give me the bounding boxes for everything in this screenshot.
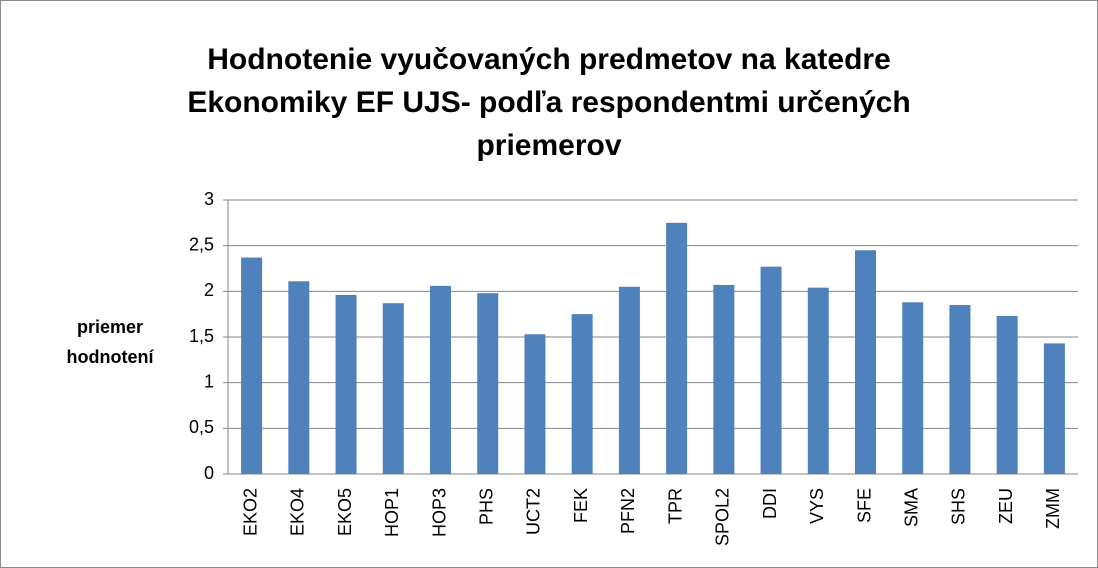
- bar: [477, 293, 499, 474]
- y-tick-label: 0: [204, 463, 214, 483]
- y-tick-label: 2,5: [189, 234, 214, 254]
- bar: [666, 222, 688, 474]
- y-tick-label: 2: [204, 280, 214, 300]
- x-tick-label: HOP1: [382, 488, 402, 537]
- bar: [949, 305, 971, 474]
- bar: [760, 266, 782, 474]
- bar: [713, 284, 735, 474]
- y-tick-label: 0,5: [189, 417, 214, 437]
- bar: [902, 302, 924, 474]
- y-axis-label: priemer hodnotení: [66, 317, 154, 367]
- chart-title: Hodnotenie vyučovaných predmetov na kate…: [187, 43, 911, 162]
- bar: [241, 257, 263, 474]
- bar: [996, 315, 1018, 474]
- bar: [807, 287, 829, 474]
- x-tick-label: FEK: [571, 488, 591, 523]
- y-tick-label: 1: [204, 371, 214, 391]
- x-tick-label: DDI: [760, 488, 780, 519]
- bar: [524, 334, 546, 474]
- bar: [430, 285, 451, 474]
- x-tick-label: EKO4: [288, 488, 308, 536]
- y-tick-label: 3: [204, 189, 214, 209]
- x-tick-label: EKO5: [335, 488, 355, 536]
- x-tick-label: SPOL2: [713, 488, 733, 546]
- bar: [618, 286, 640, 474]
- bar: [288, 281, 310, 474]
- x-tick-label: ZMM: [1043, 488, 1063, 529]
- x-tick-label: SMA: [901, 488, 921, 527]
- x-tick-label: SHS: [949, 488, 969, 525]
- x-tick-label: HOP3: [429, 488, 449, 537]
- x-tick-label: PFN2: [618, 488, 638, 534]
- y-tick-label: 1,5: [189, 326, 214, 346]
- x-tick-label: ZEU: [996, 488, 1016, 524]
- bar: [855, 250, 876, 474]
- bar: [335, 294, 357, 474]
- x-tick-label: TPR: [665, 488, 685, 524]
- x-tick-label: UCT2: [524, 488, 544, 535]
- x-tick-label: SFE: [854, 488, 874, 523]
- bar: [1043, 343, 1065, 474]
- x-tick-label: EKO2: [240, 488, 260, 536]
- bar: [571, 314, 593, 474]
- bar: [382, 303, 404, 474]
- x-tick-label: VYS: [807, 488, 827, 524]
- x-tick-label: PHS: [476, 488, 496, 525]
